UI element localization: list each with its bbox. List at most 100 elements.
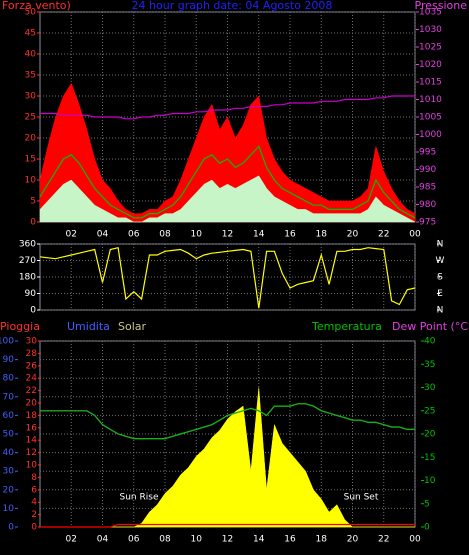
y-tick-label: 180 xyxy=(19,273,36,283)
x-tick-label: 06 xyxy=(128,230,140,240)
y2-tick-label: 1020 xyxy=(419,60,442,70)
x-tick-label: 02 xyxy=(66,230,77,240)
y2-tick-label: 10 xyxy=(424,476,436,486)
y2-tick-label: 1025 xyxy=(419,43,442,53)
annotation: Sun Rise xyxy=(120,493,159,503)
y-tick-label: 270 xyxy=(19,256,36,266)
x-tick-label: 08 xyxy=(159,535,171,545)
x-tick-label: 20 xyxy=(347,535,359,545)
line xyxy=(39,145,416,219)
x-tick-label: 20 xyxy=(347,230,359,240)
plots: 02 04 06 08 10 12 14 16 18 20 22 000510152025303540… xyxy=(0,8,445,545)
y3-tick-label: 18 xyxy=(26,411,38,421)
y-tick-label: 30 xyxy=(3,467,15,477)
y-tick-label: 80 xyxy=(3,374,15,384)
x-tick-label: 04 xyxy=(97,230,109,240)
y-tick-label: 30 xyxy=(25,92,37,102)
y-tick-label: 5 xyxy=(30,197,36,207)
line xyxy=(40,403,415,440)
y3-tick-label: 12 xyxy=(26,448,37,458)
y2-tick-label: 1015 xyxy=(419,78,442,88)
y-tick-label: 360 xyxy=(19,240,36,250)
y2-tick-label: 980 xyxy=(419,200,436,210)
y2-tick-label: 5 xyxy=(424,499,430,509)
y2-tick-label: 0 xyxy=(424,523,430,533)
y3-tick-label: 4 xyxy=(31,498,37,508)
y2-tick-label: 975 xyxy=(419,218,436,228)
x-tick-label: 10 xyxy=(191,230,203,240)
y3-tick-label: 0 xyxy=(31,523,37,533)
x-tick-label: 18 xyxy=(316,535,328,545)
y3-tick-label: 26 xyxy=(26,361,38,371)
y2-tick-label: E xyxy=(437,289,443,299)
y3-tick-label: 16 xyxy=(26,423,38,433)
x-tick-label: 22 xyxy=(378,230,389,240)
x-tick-label: 04 xyxy=(97,535,109,545)
y-tick-label: 20 xyxy=(3,485,15,495)
area xyxy=(39,175,416,223)
temperature-axis-label: Temperatura xyxy=(311,320,382,333)
y3-tick-label: 10 xyxy=(26,461,38,471)
dew-point-label: Dew Point (°C) xyxy=(392,320,469,333)
y-tick-label: 50 xyxy=(25,8,37,18)
y2-tick-label: 15 xyxy=(424,453,435,463)
x-tick-label: 00 xyxy=(409,535,421,545)
x-tick-label: 08 xyxy=(159,230,171,240)
y-axis-label: Forza vento) xyxy=(2,0,71,12)
y-tick-label: 10 xyxy=(3,504,15,514)
y3-tick-label: 28 xyxy=(26,349,38,359)
annotation: Sun Set xyxy=(344,493,379,503)
x-tick-label: 02 xyxy=(66,535,77,545)
y2-tick-label: 1005 xyxy=(419,113,442,123)
y-tick-label: 70 xyxy=(3,392,15,402)
x-tick-label: 12 xyxy=(222,535,233,545)
x-tick-label: 10 xyxy=(191,535,203,545)
y-tick-label: 10 xyxy=(25,176,37,186)
y2-tick-label: 1010 xyxy=(419,95,442,105)
x-tick-label: 14 xyxy=(253,230,265,240)
y-tick-label: 50 xyxy=(3,430,15,440)
y2-tick-label: 20 xyxy=(424,430,436,440)
line xyxy=(40,523,415,528)
rain-axis-label: Pioggia xyxy=(0,320,40,333)
solar-label: Solar xyxy=(118,320,147,333)
y3-tick-label: 14 xyxy=(26,436,38,446)
y3-tick-label: 6 xyxy=(31,485,37,495)
y3-tick-label: 24 xyxy=(26,374,38,384)
chart-title: 24 hour graph date: 04 Agosto 2008 xyxy=(132,0,333,12)
y-tick-label: 0 xyxy=(30,218,36,228)
line xyxy=(40,95,415,120)
y3-tick-label: 20 xyxy=(26,399,38,409)
line xyxy=(39,246,416,309)
y-tick-label: 90 xyxy=(25,289,37,299)
y-tick-label: 90 xyxy=(3,355,15,365)
y-tick-label: 45 xyxy=(25,29,36,39)
y3-tick-label: 8 xyxy=(31,473,37,483)
y2-tick-label: W xyxy=(436,256,445,266)
y3-tick-label: 30 xyxy=(26,337,38,347)
x-tick-label: 00 xyxy=(409,230,421,240)
y2-tick-label: 1030 xyxy=(419,25,442,35)
y3-tick-label: 2 xyxy=(31,510,37,520)
y2-tick-label: 1035 xyxy=(419,8,442,18)
y3-tick-label: 22 xyxy=(26,386,37,396)
y2-tick-label: 995 xyxy=(419,148,436,158)
y2-tick-label: 25 xyxy=(424,406,435,416)
x-tick-label: 12 xyxy=(222,230,233,240)
x-tick-label: 22 xyxy=(378,535,389,545)
y-tick-label: 40 xyxy=(3,448,15,458)
area xyxy=(39,82,416,223)
x-tick-label: 14 xyxy=(253,535,265,545)
y2-tick-label: 35 xyxy=(424,360,435,370)
x-tick-label: 18 xyxy=(316,230,328,240)
y-tick-label: 25 xyxy=(25,113,36,123)
y-tick-label: 100 xyxy=(0,337,14,347)
y2-tick-label: 40 xyxy=(424,337,436,347)
x-tick-label: 06 xyxy=(128,535,140,545)
y-tick-label: 20 xyxy=(25,134,37,144)
y-tick-label: 0 xyxy=(30,306,36,316)
y2-tick-label: 985 xyxy=(419,183,436,193)
x-tick-label: 16 xyxy=(284,230,296,240)
y2-tick-label: 990 xyxy=(419,165,436,175)
